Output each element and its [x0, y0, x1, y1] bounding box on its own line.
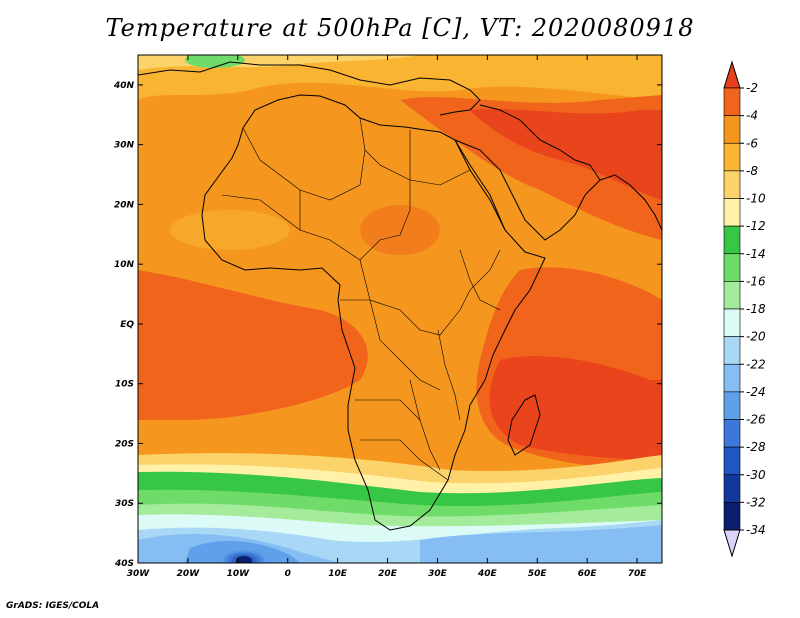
colorbar-label: -34 [746, 523, 766, 537]
colorbar-label: -12 [746, 219, 766, 233]
lat-tick-label: EQ [120, 320, 134, 330]
colorbar-swatch [723, 336, 741, 365]
colorbar-max-arrow [723, 60, 741, 89]
arabia-coastline [454, 104, 601, 241]
red-sea-coastline [454, 139, 506, 231]
colorbar-label: -22 [746, 357, 766, 371]
colorbar-swatch [723, 170, 741, 199]
lon-tick-label: 40E [477, 569, 498, 579]
lon-tick-label: 10W [227, 569, 251, 579]
colorbar-label: -20 [746, 330, 766, 344]
lon-tick-label: 60E [578, 569, 598, 579]
country-borders [221, 117, 501, 481]
colorbar-label: -8 [746, 164, 758, 178]
colorbar-label: -26 [746, 413, 766, 427]
lat-tick-label: 30N [114, 141, 135, 151]
lon-tick-label: 30W [127, 569, 151, 579]
colorbar-swatch [723, 363, 741, 393]
colorbar-swatch [723, 446, 741, 476]
lon-tick-label: 70E [628, 569, 648, 579]
temperature-field [138, 55, 662, 563]
colorbar-swatch [723, 115, 741, 144]
colorbar-swatch [723, 281, 741, 310]
lon-tick-label: 20W [177, 569, 201, 579]
colorbar-swatch [723, 253, 741, 282]
colorbar-label: -14 [746, 247, 766, 261]
footer-credit: GrADS: IGES/COLA [6, 601, 100, 611]
colorbar-label: -2 [746, 81, 758, 95]
madagascar-coastline [507, 394, 541, 456]
colorbar-swatch [723, 419, 741, 448]
chart-title: Temperature at 500hPa [C], VT: 202008091… [105, 14, 695, 42]
europe-coastline [138, 61, 481, 116]
lat-tick-label: 10S [115, 380, 134, 390]
colorbar-label: -30 [746, 468, 766, 482]
colorbar-swatch [723, 308, 741, 337]
lon-tick-label: 20E [378, 569, 398, 579]
colorbar-swatch [723, 142, 741, 172]
colorbar: -2 -4 -6 -8 -10 -12 -14 -16 -18 -20 -22 -24 -26 -28 -3… [723, 60, 766, 558]
lat-tick-label: 20N [114, 200, 135, 210]
colorbar-label: -16 [746, 274, 766, 288]
lat-tick-label: 30S [115, 499, 134, 509]
colorbar-swatch [723, 225, 741, 255]
colorbar-label: -10 [746, 192, 766, 206]
lat-tick-label: 20S [115, 439, 134, 449]
colorbar-swatch [723, 198, 741, 227]
plot-frame [137, 54, 663, 564]
colorbar-label: -18 [746, 302, 766, 316]
latitude-axis: 40N 30N 20N 10N EQ 10S 20S 30S 40S [113, 81, 662, 569]
lon-tick-label: 50E [528, 569, 548, 579]
longitude-axis: 30W 20W 10W 0 10E 20E 30E 40E 50E 60E 70E [127, 55, 647, 579]
colorbar-label: -4 [746, 109, 758, 123]
lon-tick-label: 10E [328, 569, 348, 579]
colorbar-min-arrow [723, 529, 741, 558]
colorbar-swatch [723, 502, 741, 531]
lat-tick-label: 40N [113, 81, 135, 91]
colorbar-label: -24 [746, 385, 766, 399]
lat-tick-label: 40S [114, 559, 134, 569]
colorbar-label: -6 [746, 136, 758, 150]
lon-tick-label: 30E [428, 569, 448, 579]
colorbar-label: -28 [746, 440, 766, 454]
asia-coastline [599, 174, 662, 231]
colorbar-label: -32 [746, 495, 766, 509]
lat-tick-label: 10N [114, 260, 135, 270]
colorbar-swatch [723, 474, 741, 503]
lon-tick-label: 0 [285, 569, 291, 579]
colorbar-swatch [723, 391, 741, 420]
colorbar-swatch [723, 87, 741, 116]
